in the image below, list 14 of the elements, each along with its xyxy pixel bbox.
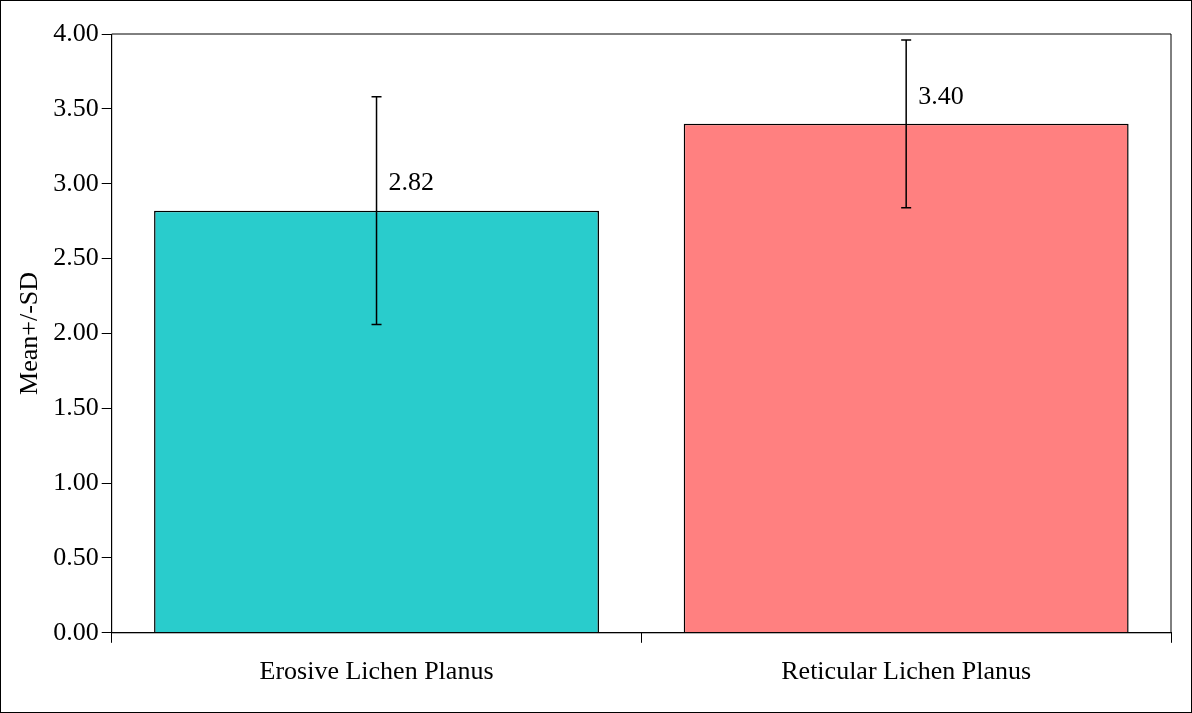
- y-tick-label: 3.00: [53, 167, 99, 197]
- y-tick-label: 2.50: [53, 242, 99, 272]
- data-label: 3.40: [918, 80, 964, 110]
- y-axis-title: Mean+/-SD: [14, 271, 44, 395]
- y-tick-label: 3.50: [53, 92, 99, 122]
- y-tick-label: 0.00: [53, 616, 99, 646]
- y-tick-label: 4.00: [53, 17, 99, 47]
- y-tick-label: 1.00: [53, 466, 99, 496]
- y-tick-label: 1.50: [53, 392, 99, 422]
- data-label: 2.82: [388, 167, 435, 197]
- y-tick-label: 2.00: [53, 317, 99, 347]
- x-tick-label: Reticular Lichen Planus: [781, 656, 1032, 686]
- y-tick-label: 0.50: [53, 541, 99, 571]
- x-tick-label: Erosive Lichen Planus: [259, 656, 494, 686]
